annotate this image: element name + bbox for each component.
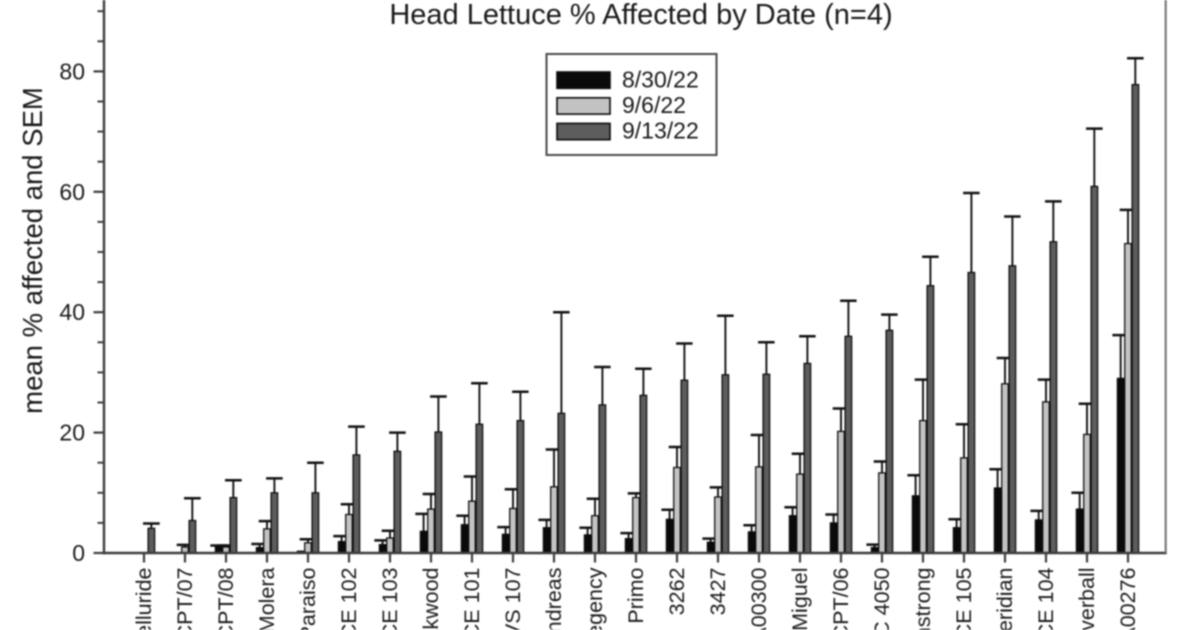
svg-text:Head Lettuce % Affected by Dat: Head Lettuce % Affected by Date (n=4) (389, 0, 892, 31)
svg-text:9/6/22: 9/6/22 (622, 92, 686, 118)
svg-text:Primo: Primo (624, 567, 648, 623)
svg-text:CPT/06: CPT/06 (829, 567, 853, 630)
svg-text:ACE 105: ACE 105 (952, 567, 976, 630)
svg-text:Molera: Molera (255, 567, 279, 630)
svg-text:S Andreas: S Andreas (542, 568, 566, 630)
svg-text:Silverball: Silverball (1075, 568, 1099, 630)
svg-text:Oakwood: Oakwood (419, 568, 443, 630)
svg-text:Regency: Regency (583, 567, 607, 630)
svg-text:20: 20 (59, 420, 85, 446)
svg-text:San Miguel: San Miguel (788, 568, 812, 630)
svg-text:8/30/22: 8/30/22 (622, 66, 699, 92)
svg-text:ACE 103: ACE 103 (378, 567, 402, 630)
svg-text:RC 4050: RC 4050 (870, 567, 894, 630)
svg-text:9/13/22: 9/13/22 (622, 118, 699, 144)
svg-text:Meridian: Meridian (993, 568, 1017, 630)
svg-text:VS 107: VS 107 (501, 568, 525, 630)
svg-text:A00276: A00276 (1116, 567, 1140, 630)
svg-text:40: 40 (59, 299, 85, 325)
svg-text:CPT/07: CPT/07 (173, 568, 197, 630)
svg-text:60: 60 (59, 179, 85, 205)
svg-text:CPT/08: CPT/08 (214, 567, 238, 630)
svg-text:ACE 101: ACE 101 (460, 568, 484, 630)
svg-text:ACE 104: ACE 104 (1034, 567, 1058, 630)
svg-text:Paraiso: Paraiso (296, 567, 320, 630)
svg-text:80: 80 (59, 58, 85, 84)
svg-text:0: 0 (72, 540, 85, 566)
svg-text:Armstrong: Armstrong (911, 568, 935, 630)
svg-text:ACE 102: ACE 102 (337, 568, 361, 630)
svg-text:Telluride: Telluride (132, 568, 156, 630)
svg-text:mean % affected and SEM: mean % affected and SEM (17, 87, 48, 414)
svg-text:3262: 3262 (665, 568, 689, 616)
svg-text:A00300: A00300 (747, 567, 771, 630)
svg-text:3427: 3427 (706, 568, 730, 616)
